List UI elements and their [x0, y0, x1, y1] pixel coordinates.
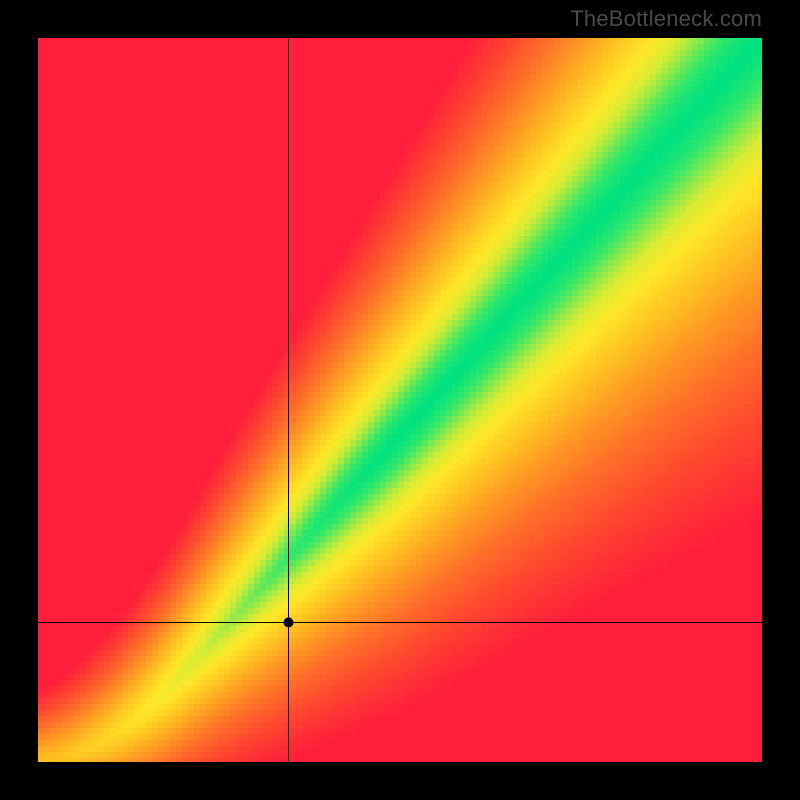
watermark-text: TheBottleneck.com	[570, 6, 762, 32]
heatmap-plot	[38, 38, 762, 762]
heatmap-canvas	[38, 38, 762, 762]
chart-frame: TheBottleneck.com	[0, 0, 800, 800]
